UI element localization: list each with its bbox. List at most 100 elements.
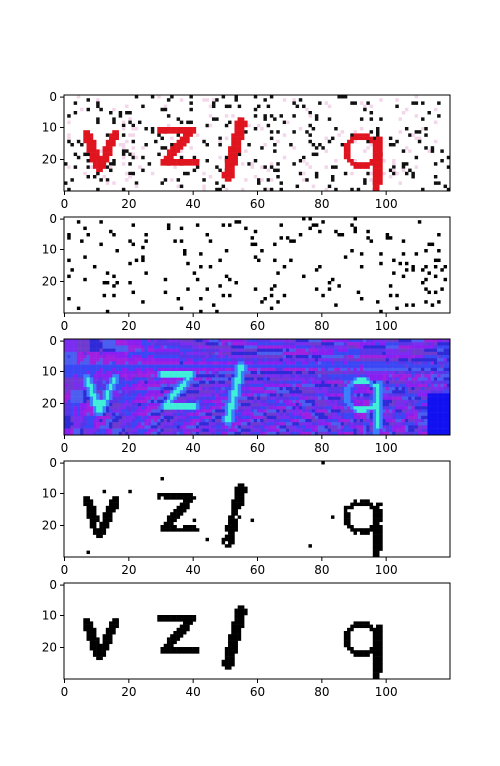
noise-pixel <box>398 261 402 266</box>
pixel <box>285 422 290 426</box>
noise-pixel <box>250 162 255 166</box>
pixel <box>189 339 193 343</box>
pixel <box>83 345 87 349</box>
noise-pixel <box>308 133 312 137</box>
glyph-pixel <box>92 396 97 401</box>
pixel <box>89 361 94 365</box>
pixel <box>388 415 393 420</box>
glyph-pixel <box>109 390 113 394</box>
pixel <box>417 412 422 417</box>
pixel <box>446 412 451 417</box>
pixel <box>395 348 399 353</box>
pixel <box>215 422 219 426</box>
pixel <box>318 342 322 346</box>
pixel <box>276 390 280 394</box>
pixel <box>89 374 94 378</box>
pixel <box>427 371 431 375</box>
noise-pixel <box>128 281 132 285</box>
pixel <box>253 390 258 394</box>
pixel <box>321 348 325 353</box>
glyph-pixel <box>166 371 171 375</box>
glyph-pixel <box>89 380 94 385</box>
pixel <box>121 422 126 426</box>
pixel <box>147 348 152 353</box>
pixel <box>163 387 168 391</box>
pixel <box>440 425 444 429</box>
pixel <box>382 377 386 381</box>
glyph-pixel <box>234 367 238 372</box>
pixel <box>128 425 132 429</box>
pixel <box>269 403 274 407</box>
noise-pixel <box>112 233 116 237</box>
noise-pixel <box>73 111 78 115</box>
glyph-pixel <box>102 403 107 407</box>
noise-pixel <box>269 114 274 118</box>
pixel <box>282 403 287 407</box>
noise-pixel <box>408 133 412 137</box>
pixel <box>398 396 402 401</box>
pixel <box>154 371 158 375</box>
noise-pixel <box>208 123 213 128</box>
pixel <box>257 358 261 362</box>
glyph-pixel <box>376 155 380 160</box>
pixel <box>221 377 226 381</box>
noise-pixel <box>285 120 290 125</box>
noise-pixel <box>401 252 406 256</box>
pixel <box>154 383 158 388</box>
pixel <box>131 358 136 362</box>
pixel <box>421 342 425 346</box>
pixel <box>411 431 415 436</box>
pixel <box>64 383 68 388</box>
pixel <box>218 431 222 436</box>
pixel <box>289 367 293 372</box>
pixel <box>170 431 174 436</box>
pixel <box>218 396 222 401</box>
pixel <box>392 387 396 391</box>
glyph-pixel <box>170 396 174 401</box>
noise-pixel <box>253 229 258 234</box>
pixel <box>83 412 87 417</box>
glyph-pixel <box>86 149 90 153</box>
noise-pixel <box>298 159 303 163</box>
glyph-pixel <box>237 136 242 141</box>
pixel <box>89 425 94 429</box>
pixel <box>208 361 213 365</box>
glyph-pixel <box>89 159 94 163</box>
glyph-pixel <box>157 493 161 497</box>
glyph-pixel <box>372 393 377 397</box>
pixel <box>137 412 142 417</box>
x-tick-label: 100 <box>375 319 398 333</box>
pixel <box>395 406 399 410</box>
pixel <box>350 355 354 359</box>
pixel <box>356 415 361 420</box>
pixel <box>395 371 399 375</box>
pixel <box>266 428 271 433</box>
pixel <box>234 415 238 420</box>
noise-pixel <box>224 104 229 109</box>
noise-pixel <box>189 101 193 105</box>
pixel <box>163 342 168 346</box>
pixel <box>121 412 126 417</box>
pixel <box>67 390 71 394</box>
pixel <box>64 380 68 385</box>
pixel <box>382 396 386 401</box>
glyph-pixel <box>343 143 348 147</box>
pixel <box>350 342 354 346</box>
pixel <box>237 342 242 346</box>
glyph-pixel <box>163 162 168 166</box>
noise-pixel <box>292 162 296 166</box>
pixel <box>244 342 248 346</box>
pixel <box>411 358 415 362</box>
pixel <box>240 355 245 359</box>
glyph-pixel <box>109 377 113 381</box>
pixel <box>163 383 168 388</box>
pixel <box>112 412 116 417</box>
glyph-pixel <box>240 120 245 125</box>
pixel <box>105 406 110 410</box>
pixel <box>369 390 374 394</box>
pixel <box>102 431 107 436</box>
pixel <box>67 371 71 375</box>
pixel <box>308 409 312 413</box>
pixel <box>385 428 390 433</box>
pixel <box>105 380 110 385</box>
